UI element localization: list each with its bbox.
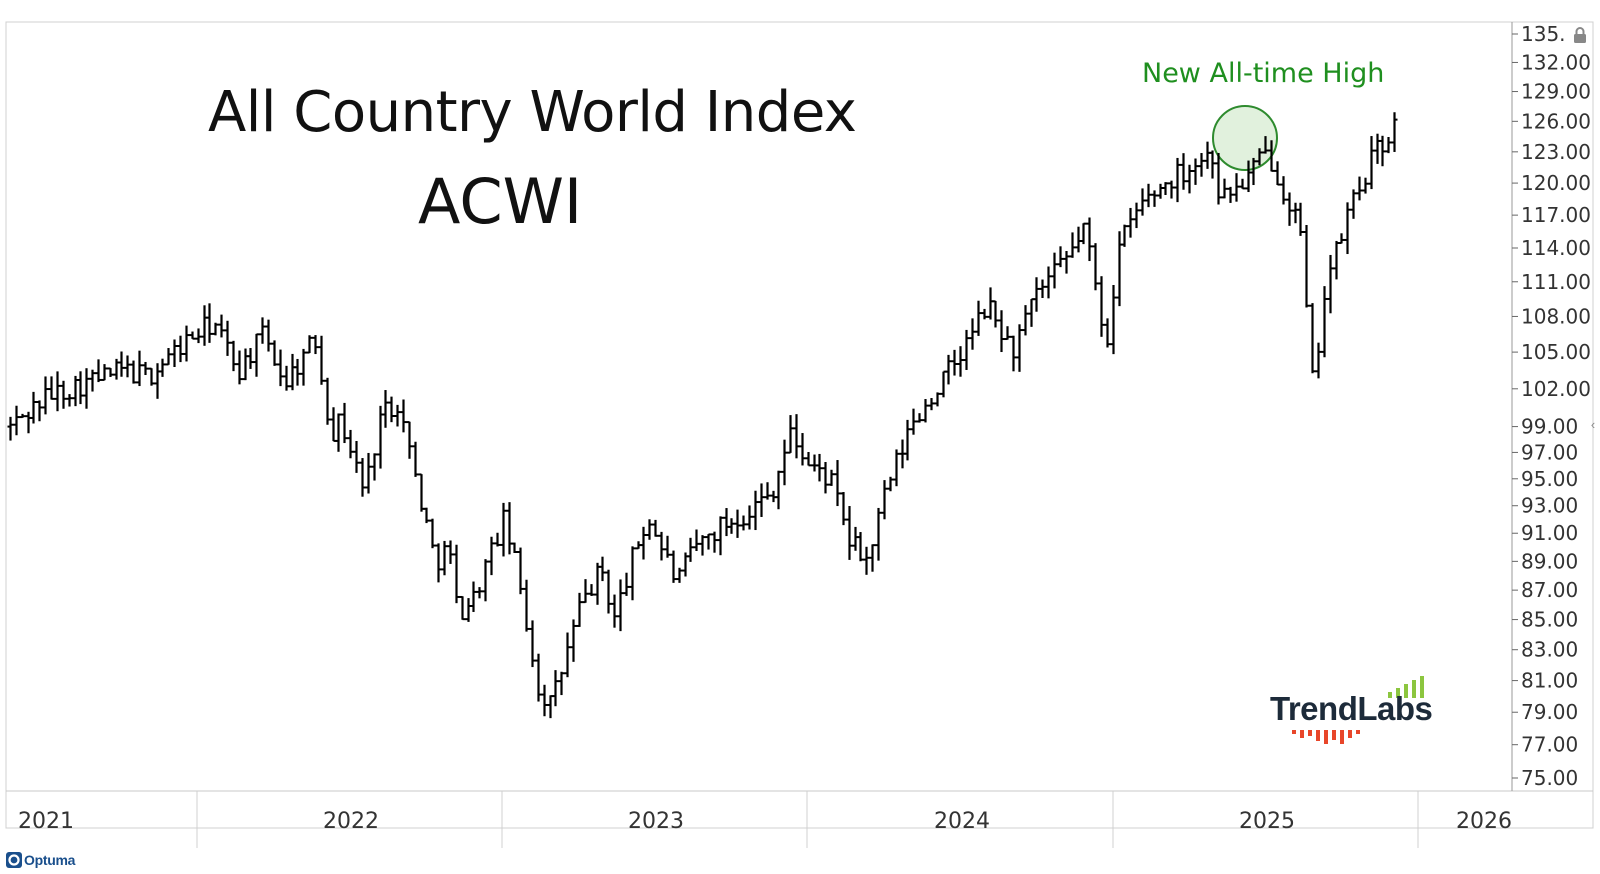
chart-subtitle: ACWI — [418, 165, 583, 238]
y-axis: 75.00 77.00 79.00 81.00 83.00 85.00 87.00 89.00… — [1512, 22, 1591, 790]
y-tick-label: 77.00 — [1521, 733, 1578, 757]
y-tick-label: 83.00 — [1521, 638, 1578, 662]
all-time-high-marker — [1212, 105, 1278, 171]
brand-name: TrendLabs — [1270, 690, 1433, 727]
price-bars — [7, 112, 1398, 719]
annotation-label: New All-time High — [1142, 58, 1385, 89]
x-tick-label: 2023 — [628, 809, 684, 834]
optuma-logo: Optuma — [6, 851, 75, 869]
x-tick-label: 2024 — [934, 809, 990, 834]
y-tick-label: 105.00 — [1521, 340, 1591, 364]
y-tick-label: 123.00 — [1521, 140, 1591, 164]
y-tick-label: 129.00 — [1521, 80, 1591, 104]
y-tick-label: 91.00 — [1521, 521, 1578, 545]
chevron-left-icon[interactable]: ‹ — [1590, 417, 1596, 432]
y-tick-label: 102.00 — [1521, 377, 1591, 401]
optuma-logo-text: Optuma — [24, 852, 76, 868]
y-tick-label: 117.00 — [1521, 203, 1591, 227]
y-tick-label: 132.00 — [1521, 50, 1591, 74]
y-tick-label: 87.00 — [1521, 578, 1578, 602]
brand-logo: TrendLabs — [1270, 674, 1460, 756]
y-tick-label: 75.00 — [1521, 766, 1578, 790]
x-axis: 2021 2022 2023 2024 2025 2026 — [18, 791, 1512, 848]
y-tick-label: 93.00 — [1521, 494, 1578, 518]
chart-title: All Country World Index — [208, 80, 857, 145]
y-tick-label: 108.00 — [1521, 304, 1591, 328]
y-tick-label: 79.00 — [1521, 700, 1578, 724]
y-tick-label: 111.00 — [1521, 270, 1591, 294]
y-tick-label: 85.00 — [1521, 608, 1578, 632]
y-tick-label: 126.00 — [1521, 109, 1591, 133]
x-tick-label: 2022 — [323, 809, 379, 834]
optuma-logo-icon — [6, 852, 22, 868]
x-tick-label: 2025 — [1239, 809, 1295, 834]
x-tick-label: 2026 — [1456, 809, 1512, 834]
y-tick-label: 114.00 — [1521, 236, 1591, 260]
chart-border — [5, 21, 1594, 829]
y-tick-label: 135. — [1521, 22, 1566, 46]
y-tick-label: 89.00 — [1521, 549, 1578, 573]
y-tick-label: 81.00 — [1521, 669, 1578, 693]
x-tick-label: 2021 — [18, 809, 74, 834]
lock-icon[interactable] — [1571, 26, 1589, 44]
y-tick-label: 95.00 — [1521, 467, 1578, 491]
y-tick-label: 99.00 — [1521, 415, 1578, 439]
y-tick-label: 120.00 — [1521, 171, 1591, 195]
y-tick-label: 97.00 — [1521, 440, 1578, 464]
